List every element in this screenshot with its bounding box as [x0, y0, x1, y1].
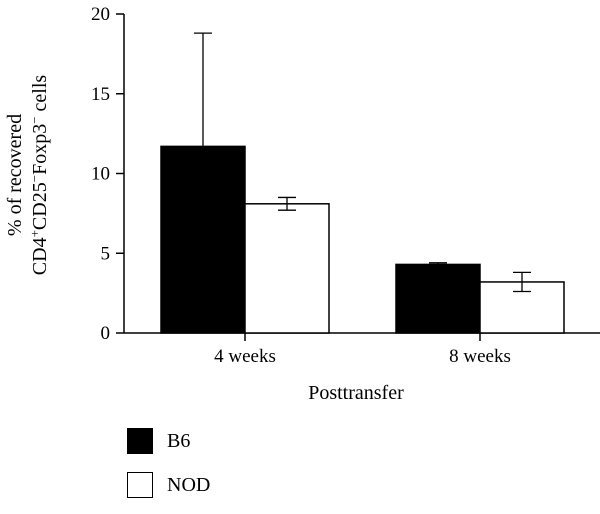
x-tick-label: 4 weeks — [214, 346, 276, 367]
y-tick-label: 5 — [101, 243, 111, 264]
y-tick-label: 15 — [91, 84, 110, 105]
y-axis: 0 5 10 15 20 — [91, 4, 125, 344]
legend-item-b6: B6 — [127, 426, 210, 456]
ylabel-cd4: CD4 — [29, 237, 51, 275]
ylabel-cd4-sup: + — [27, 230, 42, 237]
x-axis: 4 weeks 8 weeks — [124, 332, 600, 367]
ylabel-cd25-sup: − — [27, 175, 42, 182]
y-tick-label: 10 — [91, 164, 110, 185]
bar-chart: 0 5 10 15 20 4 weeks 8 weeks Posttransfer % o… — [4, 4, 600, 404]
legend-swatch-nod — [127, 472, 153, 498]
y-axis-title-line1: % of recovered — [4, 114, 26, 236]
legend-label-nod: NOD — [167, 473, 211, 496]
error-bars — [194, 32, 531, 293]
x-axis-title: Posttransfer — [308, 382, 404, 404]
ylabel-cd25: CD25 — [29, 182, 51, 230]
ylabel-foxp3: Foxp3 — [29, 124, 51, 175]
y-axis-title-line2: CD4+CD25−Foxp3− cells — [27, 75, 52, 276]
bar-b6-1 — [395, 263, 481, 334]
legend: B6 NOD — [127, 426, 210, 514]
bar-nod-0 — [244, 203, 330, 334]
legend-label-b6: B6 — [167, 429, 191, 452]
ylabel-foxp3-sup: − — [27, 116, 42, 123]
ylabel-cells: cells — [29, 75, 51, 117]
x-tick-label: 8 weeks — [449, 346, 511, 367]
y-tick-label: 20 — [91, 4, 110, 25]
bars — [160, 145, 565, 334]
y-tick-label: 0 — [101, 323, 111, 344]
legend-swatch-b6 — [127, 428, 153, 454]
legend-item-nod: NOD — [127, 470, 210, 500]
